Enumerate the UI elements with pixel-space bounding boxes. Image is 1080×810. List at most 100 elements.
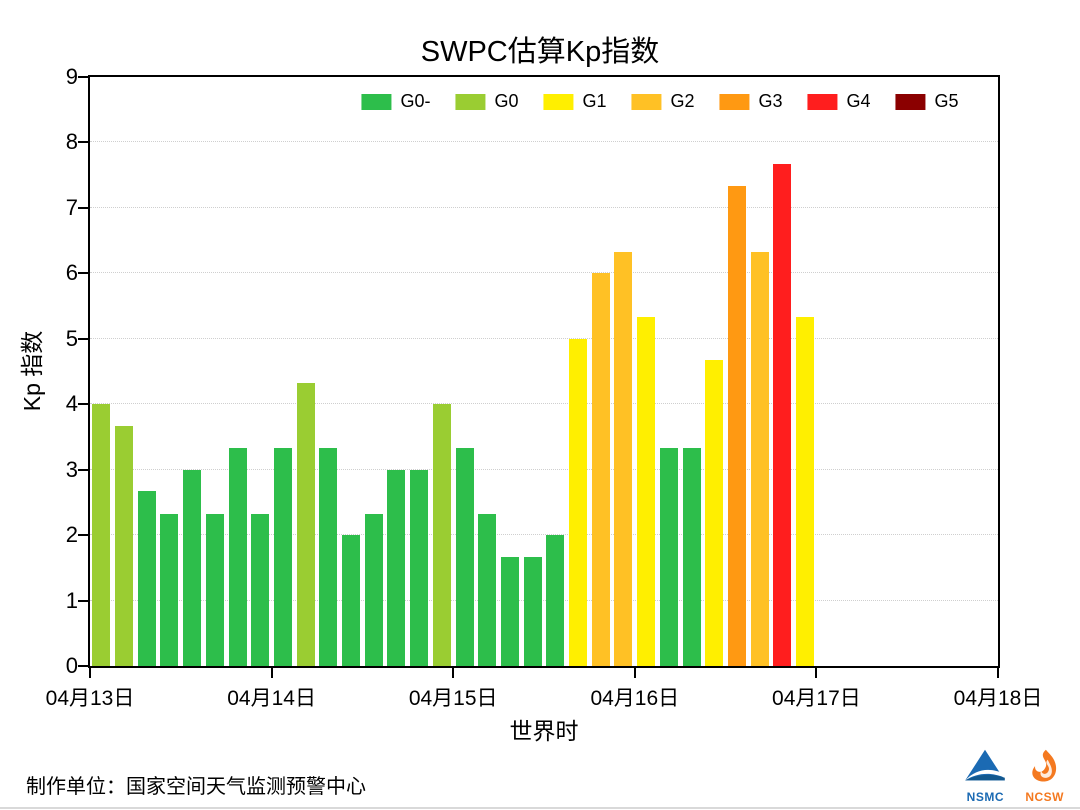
kp-bar xyxy=(115,425,133,666)
kp-bar xyxy=(137,491,156,666)
gridline xyxy=(90,599,998,601)
gridline xyxy=(90,403,998,405)
kp-bar xyxy=(251,513,270,666)
kp-bar xyxy=(591,273,610,666)
chart-title: SWPC估算Kp指数 xyxy=(420,36,660,68)
kp-bar xyxy=(228,448,247,666)
kp-bar xyxy=(523,556,542,666)
kp-bar xyxy=(727,186,746,666)
legend-item-g5: G5 xyxy=(895,91,959,112)
x-tick xyxy=(89,668,91,678)
x-tick xyxy=(815,668,818,678)
kp-bar xyxy=(569,338,587,666)
kp-bar xyxy=(478,513,497,666)
x-tick-label: 04月18日 xyxy=(953,687,1043,710)
kp-bar xyxy=(705,360,724,666)
legend-swatch-g3 xyxy=(719,93,750,110)
kp-bar xyxy=(342,535,360,666)
y-tick-label: 0 xyxy=(65,653,78,678)
ncsw-logo: NCSW xyxy=(1025,748,1064,804)
kp-bar xyxy=(92,404,111,666)
kp-bar xyxy=(682,448,701,666)
logos: NSMC NCSW xyxy=(963,748,1064,804)
kp-bar xyxy=(273,448,292,666)
legend-swatch-g5 xyxy=(895,93,926,110)
x-tick xyxy=(270,668,273,678)
x-tick-label: 04月13日 xyxy=(45,687,135,710)
legend-swatch-g0 xyxy=(455,93,486,110)
kp-bar xyxy=(659,448,678,666)
kp-bar xyxy=(183,469,202,666)
x-tick-label: 04月16日 xyxy=(590,687,680,710)
y-tick xyxy=(78,76,88,78)
y-tick-label: 8 xyxy=(65,129,78,155)
kp-bar xyxy=(796,317,814,666)
x-tick xyxy=(452,668,455,678)
legend-item-g3: G3 xyxy=(719,91,783,112)
legend-swatch-g2 xyxy=(631,93,662,110)
y-tick xyxy=(78,206,88,209)
y-tick xyxy=(78,468,88,471)
kp-bar xyxy=(160,513,179,666)
legend-label: G0 xyxy=(494,91,519,111)
y-tick-label: 3 xyxy=(65,456,78,482)
kp-bar xyxy=(455,448,474,666)
kp-bar xyxy=(319,448,338,666)
kp-bar xyxy=(387,469,406,666)
legend-item-g1: G1 xyxy=(543,91,606,112)
kp-bar xyxy=(637,317,656,666)
x-tick xyxy=(633,668,636,678)
kp-bar xyxy=(546,535,565,666)
y-tick xyxy=(78,599,88,602)
y-tick xyxy=(78,403,88,406)
legend-label: G5 xyxy=(934,91,959,111)
gridline xyxy=(90,468,998,470)
gridline xyxy=(90,206,998,208)
kp-bar xyxy=(205,513,224,666)
nsmc-mountain-icon xyxy=(963,748,1007,789)
y-tick-label: 5 xyxy=(65,325,78,351)
kp-bar xyxy=(410,469,429,666)
y-tick xyxy=(78,665,88,667)
x-tick-label: 04月15日 xyxy=(408,687,498,710)
x-tick-label: 04月17日 xyxy=(772,687,861,710)
credit-text: 制作单位：国家空间天气监测预警中心 xyxy=(26,776,366,798)
legend-item-g2: G2 xyxy=(631,91,695,112)
y-tick xyxy=(78,272,88,275)
y-tick xyxy=(78,534,88,537)
legend: G0- G0 G1 G2 G3 G4 G5 xyxy=(361,91,959,112)
x-tick xyxy=(997,668,999,678)
kp-bar xyxy=(614,251,633,666)
legend-label: G4 xyxy=(846,91,871,111)
legend-item-g0: G0 xyxy=(455,91,518,112)
legend-label: G0- xyxy=(400,91,431,111)
nsmc-logo-label: NSMC xyxy=(966,790,1004,804)
legend-swatch-g1 xyxy=(543,93,574,110)
kp-bar xyxy=(773,164,792,666)
x-axis-label: 世界时 xyxy=(509,718,579,744)
kp-bar xyxy=(432,404,451,666)
gridline xyxy=(90,337,998,339)
ncsw-logo-label: NCSW xyxy=(1025,790,1064,804)
y-tick-label: 1 xyxy=(65,587,78,613)
y-tick-label: 7 xyxy=(65,194,78,220)
legend-swatch-g4 xyxy=(807,93,838,110)
legend-item-g0-minus: G0- xyxy=(361,91,430,112)
kp-bar xyxy=(364,513,383,666)
gridline xyxy=(90,272,998,274)
legend-label: G1 xyxy=(582,91,607,111)
y-tick-label: 4 xyxy=(65,391,78,417)
gridline xyxy=(90,534,998,536)
kp-bar xyxy=(296,382,315,666)
nsmc-logo: NSMC xyxy=(963,748,1007,804)
plot-area: G0- G0 G1 G2 G3 G4 G5 xyxy=(88,75,1000,668)
kp-bar xyxy=(750,251,769,666)
y-axis-label: Kp 指数 xyxy=(19,330,45,412)
gridline xyxy=(90,141,998,143)
y-tick-label: 6 xyxy=(65,260,78,286)
legend-label: G2 xyxy=(670,91,695,111)
y-tick xyxy=(78,141,88,144)
legend-label: G3 xyxy=(758,91,783,111)
legend-swatch-g0-minus xyxy=(361,93,392,110)
